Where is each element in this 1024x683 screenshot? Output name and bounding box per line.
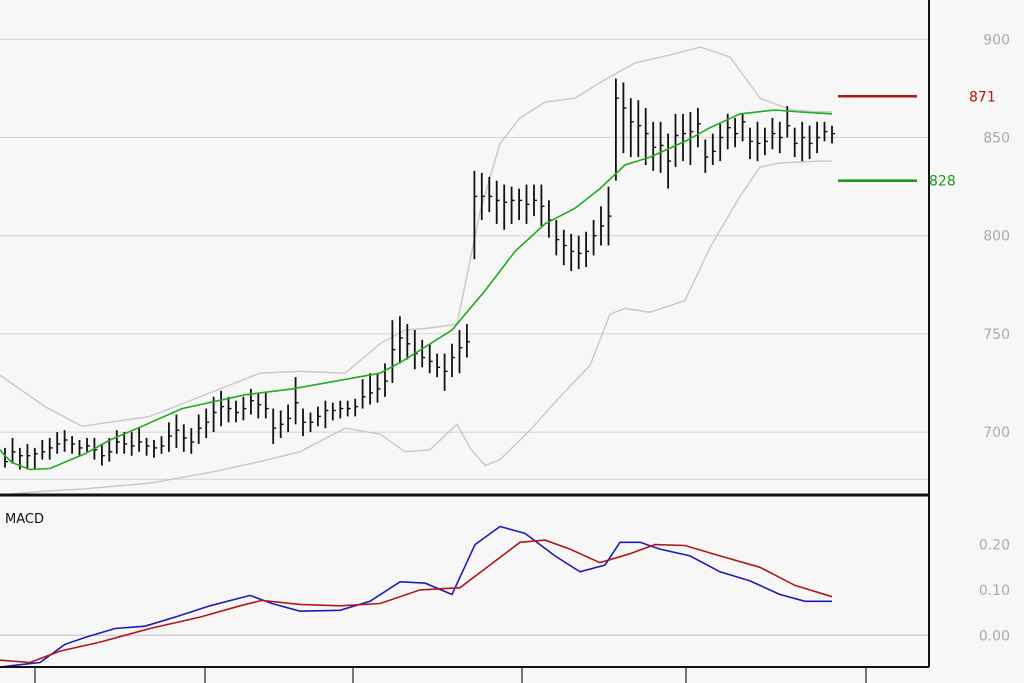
y-tick-label: 850 bbox=[983, 131, 1010, 147]
price-panel: 900 850 800 750 700 871 828 bbox=[0, 32, 1010, 496]
bollinger-lower-band bbox=[0, 160, 832, 496]
macd-tick-label: 0.00 bbox=[979, 628, 1010, 644]
macd-tick-label: 0.20 bbox=[979, 538, 1010, 554]
level-label: 871 bbox=[969, 89, 996, 105]
y-tick-label: 750 bbox=[983, 327, 1010, 343]
y-tick-label: 800 bbox=[983, 229, 1010, 245]
level-label: 828 bbox=[929, 174, 956, 190]
macd-title: MACD bbox=[5, 512, 44, 527]
y-tick-label: 700 bbox=[983, 425, 1010, 441]
moving-average-line bbox=[0, 109, 833, 471]
macd-panel: MACD 0.20 0.10 0.00 bbox=[0, 512, 1010, 668]
y-tick-label: 900 bbox=[983, 32, 1010, 48]
macd-tick-label: 0.10 bbox=[979, 583, 1010, 599]
x-axis-ticks bbox=[34, 667, 867, 683]
macd-signal-line bbox=[0, 539, 833, 664]
